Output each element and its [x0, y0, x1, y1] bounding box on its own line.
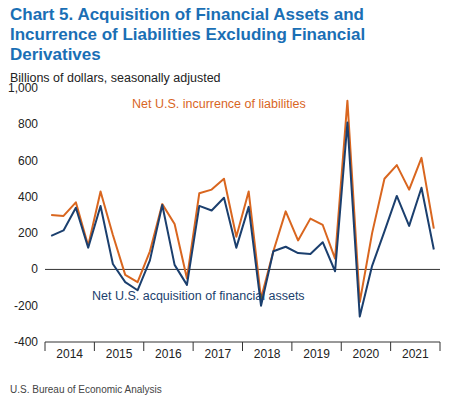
x-tick — [242, 342, 243, 351]
x-tick — [341, 342, 342, 351]
series-line — [51, 122, 434, 316]
y-tick-label: 1,000 — [8, 81, 38, 95]
plot-area — [51, 101, 434, 317]
x-tick — [193, 342, 194, 351]
zero-line — [45, 269, 440, 270]
subtitle: Billions of dollars, seasonally adjusted — [10, 71, 221, 85]
x-tick — [143, 342, 144, 351]
x-tick-label: 2019 — [303, 347, 330, 361]
y-tick-label: -400 — [14, 335, 38, 349]
x-tick — [440, 342, 441, 351]
chart: Chart 5. Acquisition of Financial Assets… — [0, 0, 450, 400]
x-tick-label: 2015 — [106, 347, 133, 361]
x-tick — [291, 342, 292, 351]
x-tick-label: 2014 — [56, 347, 83, 361]
y-tick-label: 0 — [31, 262, 38, 276]
y-tick-label: 800 — [18, 117, 38, 131]
title: Chart 5. Acquisition of Financial Assets… — [10, 5, 365, 64]
x-tick-label: 2017 — [204, 347, 231, 361]
x-tick — [94, 342, 95, 351]
x-tick-label: 2020 — [353, 347, 380, 361]
x-tick-label: 2016 — [155, 347, 182, 361]
x-tick — [45, 342, 46, 351]
y-tick-label: -200 — [14, 299, 38, 313]
y-tick-label: 600 — [18, 154, 38, 168]
x-tick — [390, 342, 391, 351]
x-tick-label: 2021 — [402, 347, 429, 361]
series-label: Net U.S. acquisition of financial assets — [92, 289, 305, 303]
series-line — [51, 101, 434, 302]
x-tick-label: 2018 — [254, 347, 281, 361]
y-tick-label: 400 — [18, 190, 38, 204]
y-tick-label: 200 — [18, 226, 38, 240]
series-label: Net U.S. incurrence of liabilities — [132, 97, 306, 111]
source: U.S. Bureau of Economic Analysis — [10, 384, 162, 395]
